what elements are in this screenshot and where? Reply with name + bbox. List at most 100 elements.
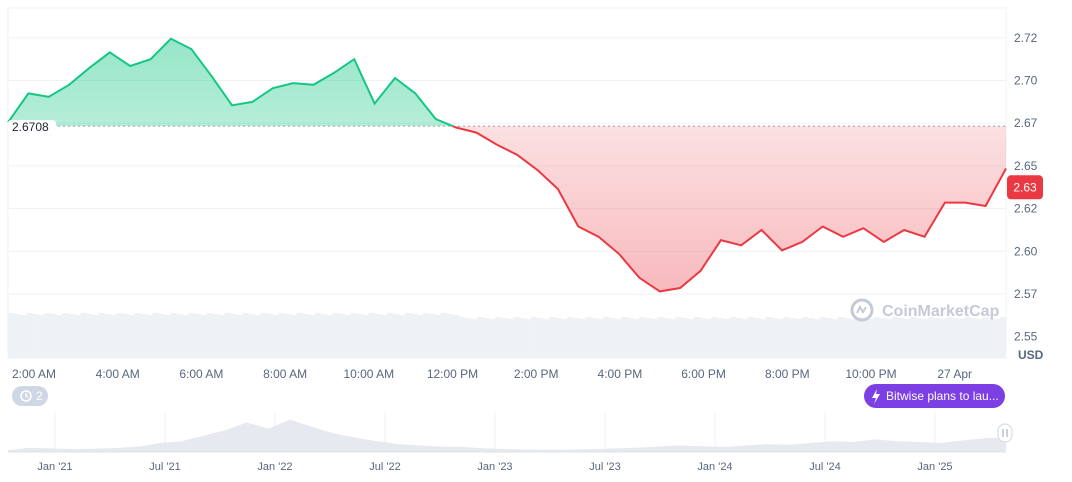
navigator-tick-label: Jul '21 (149, 461, 180, 473)
volume-bar (813, 319, 821, 358)
volume-bar (639, 317, 646, 358)
volume-bar (663, 318, 670, 358)
volume-bar (657, 317, 664, 358)
volume-bar (855, 317, 863, 358)
volume-bar (651, 319, 658, 358)
news-headline: Bitwise plans to lau... (886, 389, 999, 403)
volume-bar (699, 318, 706, 358)
volume-bar (753, 318, 760, 358)
volume-bar (224, 313, 231, 358)
data-point (292, 82, 294, 84)
navigator-tick-label: Jan '22 (257, 461, 292, 473)
data-point (475, 131, 477, 133)
volume-bar (440, 313, 448, 358)
y-tick-label: 2.60 (1014, 244, 1038, 258)
volume-bar (272, 315, 279, 358)
data-point (272, 87, 274, 89)
volume-bar (14, 314, 21, 358)
volume-bar (422, 313, 430, 358)
volume-bar (867, 319, 875, 358)
data-point (577, 225, 579, 227)
volume-bar (903, 319, 911, 358)
volume-bar (164, 315, 171, 358)
volume-bar (645, 318, 652, 358)
volume-bar (987, 318, 995, 358)
data-point (109, 51, 111, 53)
navigator-tick-label: Jul '22 (369, 461, 400, 473)
volume-bar (284, 314, 291, 358)
volume-bar (158, 314, 165, 358)
volume-bar (200, 315, 207, 358)
x-tick-label: 8:00 AM (263, 367, 307, 381)
volume-bar (975, 319, 983, 358)
y-tick-label: 2.67 (1014, 116, 1038, 130)
volume-bar (825, 318, 833, 358)
volume-bar (116, 313, 123, 358)
y-axis: 2.72 2.70 2.67 2.65 2.62 2.60 2.57 2.55 (1014, 31, 1038, 344)
volume-bar (891, 317, 899, 358)
volume-bar (939, 319, 947, 358)
volume-bar (603, 317, 610, 358)
y-tick-label: 2.55 (1014, 330, 1038, 344)
volume-bar (879, 318, 887, 358)
volume-bar (494, 317, 502, 358)
navigator[interactable]: Jan '21 Jul '21 Jan '22 Jul '22 Jan '23 Jul '… (8, 413, 1013, 473)
data-point (638, 277, 640, 279)
news-pill[interactable]: Bitwise plans to lau... (864, 384, 1005, 408)
volume-bar (374, 314, 382, 358)
volume-bar (260, 313, 267, 358)
data-point (842, 236, 844, 238)
data-point (944, 201, 946, 203)
volume-bar (819, 317, 827, 358)
volume-bar (428, 314, 436, 358)
scroll-handle[interactable] (997, 423, 1013, 443)
history-chip[interactable]: 2 (12, 386, 48, 406)
volume-bar (921, 319, 929, 358)
volume-bar (693, 317, 700, 358)
volume-bar (555, 318, 562, 358)
watermark: CoinMarketCap (850, 298, 1000, 322)
data-point (984, 205, 986, 207)
x-tick-label: 10:00 AM (343, 367, 394, 381)
data-point (48, 96, 50, 98)
volume-bar (543, 319, 550, 358)
volume-bar (44, 313, 51, 358)
volume-bar (452, 315, 460, 358)
volume-bar (152, 313, 159, 358)
data-point (170, 38, 172, 40)
current-price: 2.63 (1013, 180, 1037, 194)
y-tick-label: 2.65 (1014, 159, 1038, 173)
y-tick-label: 2.62 (1014, 202, 1038, 216)
volume-bars (8, 313, 1007, 358)
volume-bar (404, 313, 412, 358)
volume-bar (314, 313, 322, 358)
navigator-tick-label: Jan '21 (37, 461, 72, 473)
history-clock-icon (20, 390, 32, 402)
volume-bar (254, 315, 261, 358)
volume-bar (951, 318, 959, 358)
area-below-reference (452, 126, 1006, 292)
navigator-tick-label: Jan '25 (917, 461, 952, 473)
volume-bar (843, 318, 851, 358)
volume-bar (621, 317, 628, 358)
data-point (1005, 167, 1007, 169)
data-point (353, 58, 355, 60)
volume-bar (182, 315, 189, 358)
volume-bar (128, 315, 135, 358)
volume-bar (861, 318, 869, 358)
area-above-reference (8, 38, 1006, 127)
volume-bar (68, 314, 75, 358)
data-point (597, 236, 599, 238)
volume-bar (266, 314, 273, 358)
volume-bar (993, 319, 1001, 358)
volume-bar (711, 317, 718, 358)
data-point (964, 201, 966, 203)
volume-bar (464, 318, 472, 358)
volume-bar (897, 318, 905, 358)
current-price-tag: 2.63 (1007, 175, 1043, 200)
navigator-tick-label: Jul '24 (809, 461, 840, 473)
volume-bar (62, 313, 69, 358)
volume-bar (338, 314, 346, 358)
